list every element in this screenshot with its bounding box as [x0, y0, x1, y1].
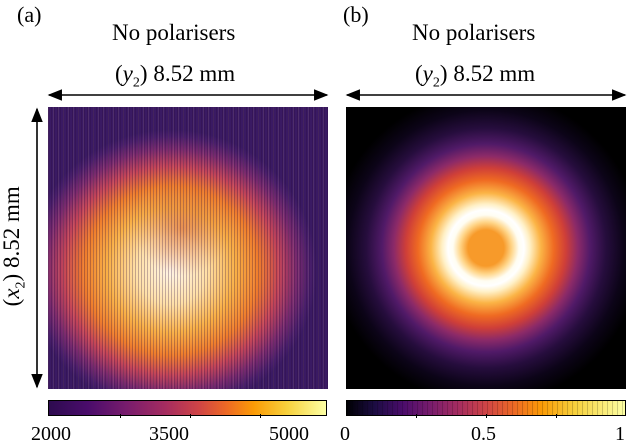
- panel-b-label: (b): [343, 2, 369, 27]
- panel-b-colorbar-tick-mark-3: [556, 414, 557, 418]
- panel-b-width-variable: y: [422, 61, 433, 86]
- panel-a-colorbar-tick-mark-3: [260, 414, 261, 418]
- panel-b-intensity-image: [346, 107, 626, 389]
- panel-b-width-subscript: 2: [432, 75, 440, 91]
- panel-a-colorbar-tick-5000: 5000: [269, 423, 309, 445]
- panel-b-colorbar-tick-mark-1: [416, 414, 417, 418]
- panel-b-colorbar-tick-0: 0: [340, 423, 350, 445]
- panel-b-colorbar-tick-1: 1: [615, 423, 625, 445]
- panel-a-width-variable: y: [122, 61, 133, 86]
- panel-a-colorbar-tick-3500: 3500: [149, 423, 189, 445]
- panel-a-colorbar-tick-2000: 2000: [31, 423, 71, 445]
- panel-a-title: No polarisers: [112, 20, 236, 45]
- panel-a-colorbar-tick-mark-2: [190, 414, 191, 418]
- panel-a-colorbar-tick-mark-1: [120, 414, 121, 418]
- panel-a-width-label: (y2) 8.52 mm: [115, 61, 236, 91]
- panel-a-width-value: 8.52 mm: [153, 61, 236, 86]
- panel-b-width-label: (y2) 8.52 mm: [415, 61, 536, 91]
- panel-a-label: (a): [17, 2, 42, 27]
- panel-b-width-value: 8.52 mm: [453, 61, 536, 86]
- panel-b-title: No polarisers: [412, 20, 536, 45]
- panel-b-colorbar-tick-mark-2: [486, 414, 487, 418]
- panel-a-colorbar: [48, 400, 327, 416]
- panel-a-intensity-image: [48, 107, 328, 389]
- panel-b-colorbar-tick-0-5: 0.5: [471, 423, 496, 445]
- panel-a-width-subscript: 2: [132, 75, 140, 91]
